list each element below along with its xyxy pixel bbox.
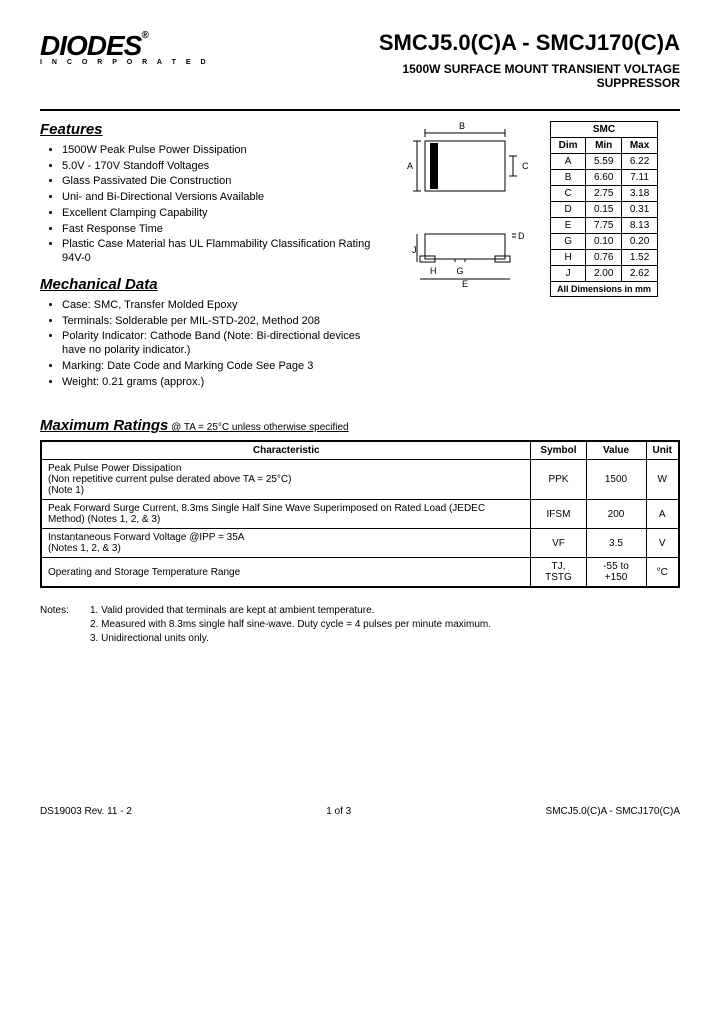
note-item: 1. Valid provided that terminals are kep… [90, 604, 491, 618]
svg-text:J: J [412, 245, 417, 255]
svg-text:D: D [518, 231, 525, 241]
features-heading: Features [40, 121, 380, 138]
subtitle: 1500W SURFACE MOUNT TRANSIENT VOLTAGE SU… [379, 62, 680, 91]
svg-text:A: A [407, 161, 413, 171]
company-logo: DIODES® I N C O R P O R A T E D [40, 30, 210, 66]
list-item: Terminals: Solderable per MIL-STD-202, M… [62, 315, 380, 329]
list-item: Case: SMC, Transfer Molded Epoxy [62, 299, 380, 313]
list-item: Excellent Clamping Capability [62, 207, 380, 221]
list-item: Plastic Case Material has UL Flammabilit… [62, 238, 380, 266]
title-block: SMCJ5.0(C)A - SMCJ170(C)A 1500W SURFACE … [379, 30, 680, 91]
dimensions-table: SMCDimMinMaxA5.596.22B6.607.11C2.753.18D… [550, 121, 658, 297]
list-item: Polarity Indicator: Cathode Band (Note: … [62, 330, 380, 358]
features-list: 1500W Peak Pulse Power Dissipation 5.0V -… [40, 144, 380, 266]
list-item: Weight: 0.21 grams (approx.) [62, 376, 380, 390]
note-item: 2. Measured with 8.3ms single half sine-… [90, 618, 491, 632]
list-item: 1500W Peak Pulse Power Dissipation [62, 144, 380, 158]
notes-block: Notes: 1. Valid provided that terminals … [40, 604, 680, 646]
page-header: DIODES® I N C O R P O R A T E D SMCJ5.0(… [40, 30, 680, 91]
page-footer: DS19003 Rev. 11 - 2 1 of 3 SMCJ5.0(C)A -… [40, 806, 680, 817]
package-top-view: B A C [400, 121, 540, 211]
svg-text:G: G [456, 266, 463, 276]
logo-text: DIODES [40, 30, 141, 61]
package-side-view: G E J H D [400, 219, 540, 289]
divider [40, 109, 680, 111]
list-item: Fast Response Time [62, 223, 380, 237]
part-number: SMCJ5.0(C)A - SMCJ170(C)A [379, 30, 680, 56]
notes-label: Notes: [40, 604, 80, 646]
logo-subtext: I N C O R P O R A T E D [40, 59, 210, 66]
list-item: Glass Passivated Die Construction [62, 175, 380, 189]
logo-reg: ® [141, 30, 147, 41]
mechdata-list: Case: SMC, Transfer Molded Epoxy Terminal… [40, 299, 380, 390]
svg-text:B: B [459, 121, 465, 131]
notes-items: 1. Valid provided that terminals are kep… [90, 604, 491, 646]
note-item: 3. Unidirectional units only. [90, 632, 491, 646]
ratings-heading: Maximum Ratings @ TA = 25°C unless other… [40, 417, 349, 434]
footer-left: DS19003 Rev. 11 - 2 [40, 806, 132, 817]
list-item: 5.0V - 170V Standoff Voltages [62, 160, 380, 174]
footer-right: SMCJ5.0(C)A - SMCJ170(C)A [546, 806, 680, 817]
svg-text:H: H [430, 266, 437, 276]
list-item: Marking: Date Code and Marking Code See … [62, 360, 380, 374]
footer-center: 1 of 3 [326, 806, 351, 817]
list-item: Uni- and Bi-Directional Versions Availab… [62, 191, 380, 205]
svg-text:E: E [462, 279, 468, 289]
ratings-table: CharacteristicSymbolValueUnitPeak Pulse … [40, 440, 680, 588]
package-drawing: B A C G E J H [400, 121, 540, 289]
mechdata-heading: Mechanical Data [40, 276, 380, 293]
svg-text:C: C [522, 161, 529, 171]
